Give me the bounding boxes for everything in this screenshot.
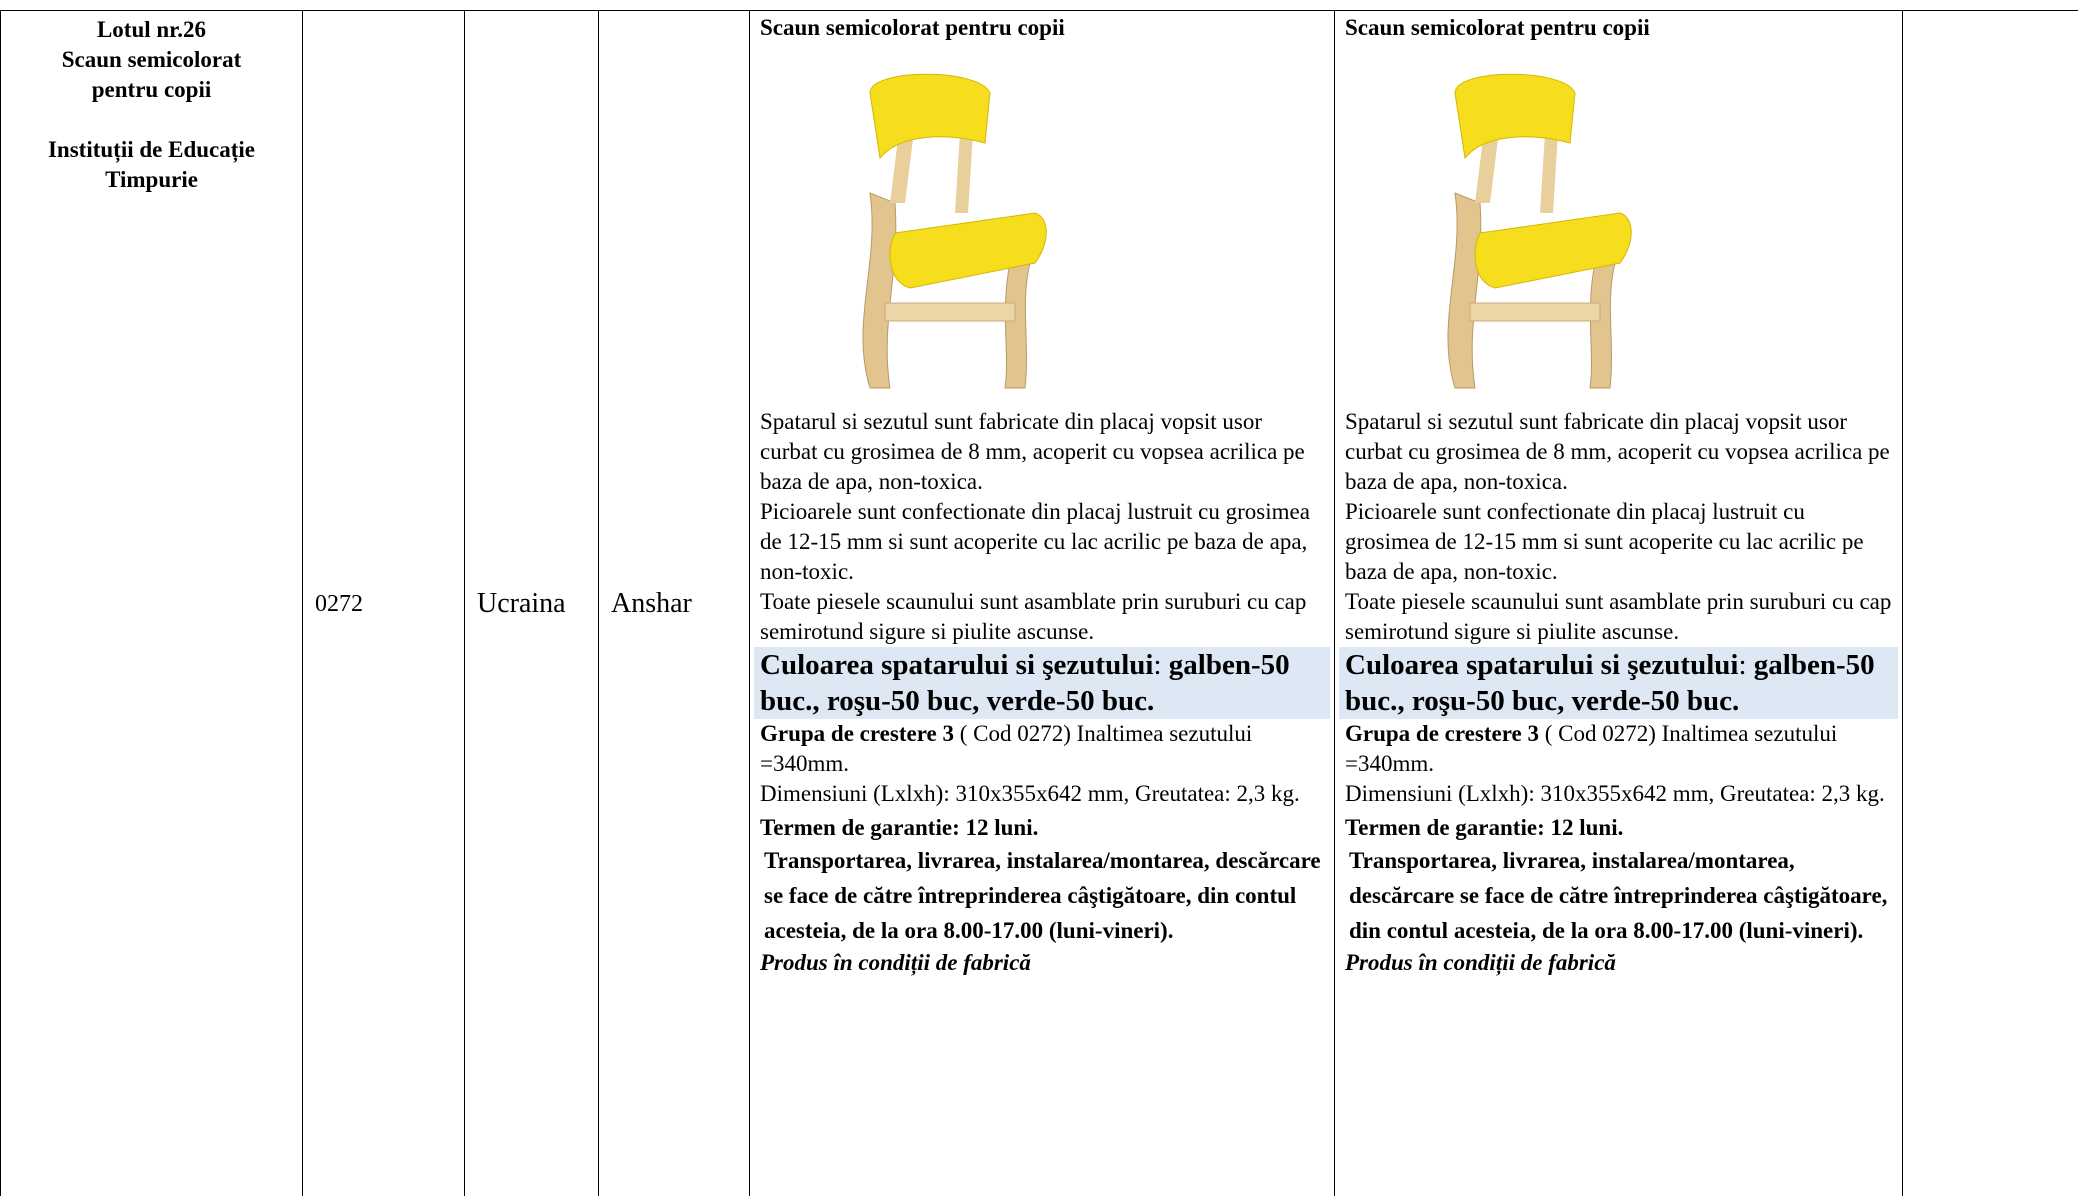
group-label: Grupa de crestere 3: [760, 721, 954, 746]
empty-cell: [1903, 11, 2078, 1196]
paragraph: Spatarul si sezutul sunt fabricate din p…: [760, 407, 1324, 497]
lot-cell: Lotul nr.26 Scaun semicolorat pentru cop…: [1, 11, 303, 1196]
color-sep: :: [1153, 649, 1161, 681]
code-cell: 0272: [303, 11, 465, 1196]
dimensions: Dimensiuni (Lxlxh): 310x355x642 mm, Greu…: [760, 779, 1324, 809]
code: 0272: [315, 591, 363, 617]
producer: Anshar: [611, 588, 692, 619]
paragraph: Toate piesele scaunului sunt asamblate p…: [1345, 587, 1892, 647]
group-label: Grupa de crestere 3: [1345, 721, 1539, 746]
paragraph: Picioarele sunt confectionate din placaj…: [1345, 497, 1892, 587]
country-cell: Ucraina: [465, 11, 599, 1196]
paragraph: Spatarul si sezutul sunt fabricate din p…: [1345, 407, 1892, 497]
paragraph: Toate piesele scaunului sunt asamblate p…: [760, 587, 1324, 647]
country: Ucraina: [477, 588, 566, 619]
color-label: Culoarea spatarului si şezutului: [760, 649, 1153, 681]
lot-table: Lotul nr.26 Scaun semicolorat pentru cop…: [0, 10, 2078, 1196]
color-highlight: Culoarea spatarului si şezutului: galben…: [754, 647, 1330, 719]
warranty: Termen de garantie: 12 luni.: [1345, 813, 1892, 843]
item-title: Scaun semicolorat pentru copii: [1345, 13, 1892, 43]
color-sep: :: [1738, 649, 1746, 681]
offer-cell: Scaun semicolorat pentru copii Spatarul …: [750, 11, 1335, 1196]
spec-cell: Scaun semicolorat pentru copii Spatarul …: [1335, 11, 1903, 1196]
chair-image: [810, 63, 1070, 393]
origin: Produs în condiții de fabrică: [760, 948, 1324, 978]
transport: Transportarea, livrarea, instalarea/mont…: [1345, 843, 1892, 948]
item-title: Scaun semicolorat pentru copii: [760, 13, 1324, 43]
producer-cell: Anshar: [599, 11, 750, 1196]
institution: Instituții de Educație Timpurie: [11, 135, 292, 195]
color-highlight: Culoarea spatarului si şezutului: galben…: [1339, 647, 1898, 719]
chair-image: [1395, 63, 1655, 393]
color-label: Culoarea spatarului si şezutului: [1345, 649, 1738, 681]
origin: Produs în condiții de fabrică: [1345, 948, 1892, 978]
dimensions: Dimensiuni (Lxlxh): 310x355x642 mm, Greu…: [1345, 779, 1892, 809]
lot-name: Scaun semicolorat pentru copii: [11, 45, 292, 105]
paragraph: Picioarele sunt confectionate din placaj…: [760, 497, 1324, 587]
warranty: Termen de garantie: 12 luni.: [760, 813, 1324, 843]
transport: Transportarea, livrarea, instalarea/mont…: [760, 843, 1324, 948]
lot-row: Lotul nr.26 Scaun semicolorat pentru cop…: [1, 11, 2078, 1196]
lot-number: Lotul nr.26: [11, 15, 292, 45]
